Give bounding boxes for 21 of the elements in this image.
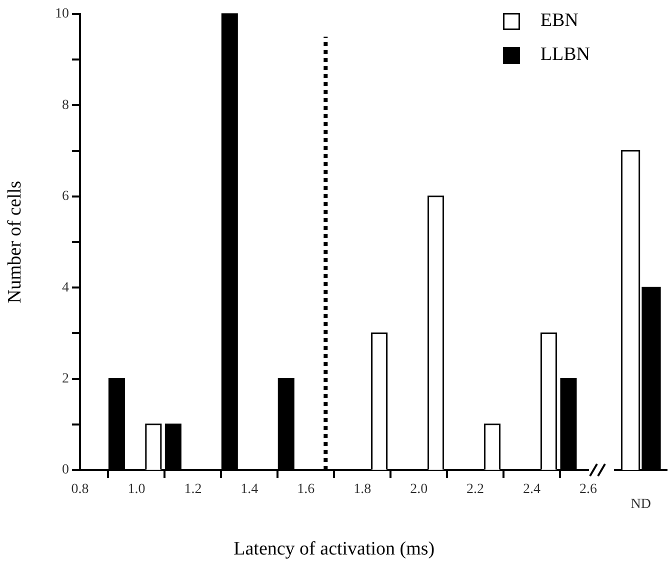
x-tick-label: 1.8	[354, 482, 372, 498]
x-tick-label: 2.4	[523, 482, 541, 498]
y-tick-label: 6	[62, 189, 69, 204]
x-tick-label: 1.4	[240, 482, 258, 498]
x-tick-label: 2.6	[580, 482, 597, 498]
y-tick-label: 2	[62, 371, 69, 386]
x-tick-label: 1.6	[297, 482, 315, 498]
y-tick-label: 4	[62, 280, 69, 296]
legend-label: EBN	[540, 10, 578, 32]
y-tick-label: 8	[62, 98, 69, 113]
x-tick-label: 0.8	[71, 482, 89, 498]
x-tick-label: ND	[630, 497, 652, 512]
legend-label: LLBN	[540, 44, 590, 66]
x-tick-label: 1.0	[128, 482, 146, 498]
x-axis-title: Latency of activation (ms)	[234, 538, 435, 560]
x-tick-label: 2.2	[466, 482, 484, 498]
x-tick-label: 2.0	[410, 482, 428, 498]
y-axis-title: Number of cells	[4, 180, 26, 304]
x-tick-label: 1.2	[184, 482, 202, 498]
y-tick-label: 0	[62, 462, 69, 478]
y-tick-label: 10	[55, 6, 69, 22]
